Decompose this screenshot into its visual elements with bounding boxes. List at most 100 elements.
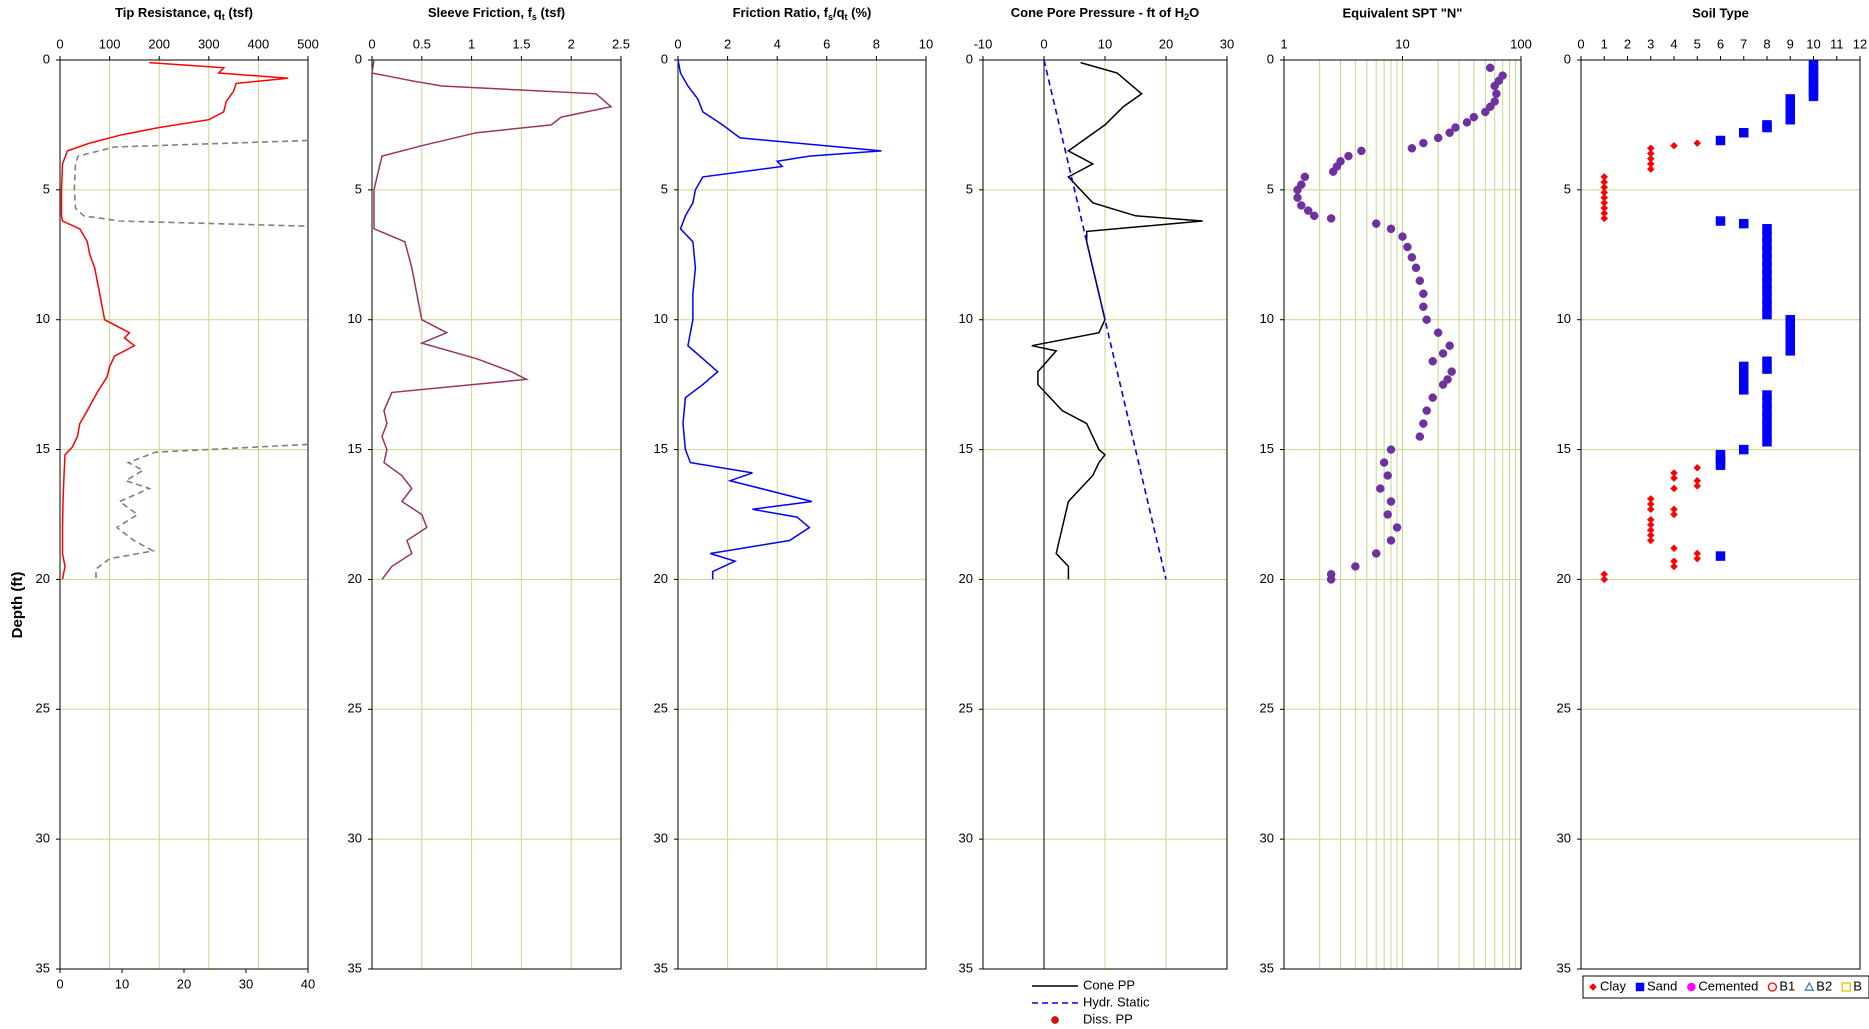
plot-frame xyxy=(371,59,622,970)
title-subscript: s xyxy=(532,12,537,22)
data-point xyxy=(1371,219,1381,228)
x2-tick-label: 10 xyxy=(115,976,129,991)
data-point xyxy=(1407,253,1417,262)
legend-label: B1 xyxy=(1779,978,1795,993)
data-point xyxy=(1433,133,1443,143)
data-point xyxy=(1293,185,1302,195)
data-point xyxy=(1371,549,1381,558)
y-tick-label: 25 xyxy=(1557,701,1571,716)
chart-title: Sleeve Friction, fs (tsf) xyxy=(428,5,565,22)
x-tick-label: 0 xyxy=(1040,36,1047,51)
data-point xyxy=(1715,216,1726,226)
x-tick-label: 100 xyxy=(1510,36,1532,51)
data-point xyxy=(1600,575,1609,584)
legend-marker xyxy=(1841,982,1851,992)
data-point xyxy=(1462,118,1472,127)
data-point xyxy=(1715,460,1726,470)
data-point xyxy=(1398,232,1407,241)
x2-tick-label: 40 xyxy=(301,976,315,991)
data-point xyxy=(1670,474,1678,482)
y-tick-label: 20 xyxy=(1260,571,1274,586)
y-tick-label: 5 xyxy=(661,181,668,196)
x-tick-label: 2 xyxy=(724,36,731,51)
y-tick-label: 0 xyxy=(43,51,50,66)
x2-tick-label: 20 xyxy=(177,976,191,991)
data-point xyxy=(1451,123,1460,132)
chart-title: Soil Type xyxy=(1692,5,1749,20)
chart-title: Equivalent SPT "N" xyxy=(1343,5,1463,20)
data-point xyxy=(1419,302,1428,311)
data-point xyxy=(1808,91,1819,102)
data-line xyxy=(677,59,882,580)
y-tick-label: 15 xyxy=(1260,441,1274,456)
y-tick-label: 5 xyxy=(43,181,50,196)
legend-label: Diss. PP xyxy=(1083,1011,1133,1026)
title-subscript: s xyxy=(828,12,833,22)
title-subscript: 2 xyxy=(1184,12,1189,22)
legend-marker xyxy=(1804,981,1815,991)
chart-title: Friction Ratio, fs/qt (%) xyxy=(733,5,872,22)
y-tick-label: 0 xyxy=(1564,51,1571,66)
data-line xyxy=(60,61,289,580)
x-tick-label: 2.5 xyxy=(612,36,630,51)
data-point xyxy=(1392,523,1402,532)
data-point xyxy=(1428,393,1437,402)
data-point xyxy=(1485,63,1495,73)
y-tick-label: 10 xyxy=(1557,311,1571,326)
x-tick-label: 400 xyxy=(248,36,270,51)
x-tick-label: 8 xyxy=(1763,36,1770,51)
data-point xyxy=(1490,81,1499,91)
y-tick-label: 15 xyxy=(654,441,668,456)
x-tick-label: 20 xyxy=(1159,36,1173,51)
y-tick-label: 30 xyxy=(348,831,362,846)
legend-label: Sand xyxy=(1647,978,1677,993)
data-point xyxy=(1762,364,1772,374)
y-tick-label: 35 xyxy=(654,960,668,975)
data-point xyxy=(1422,315,1431,324)
x2-tick-label: 30 xyxy=(239,976,253,991)
y-tick-label: 5 xyxy=(355,181,362,196)
y-tick-label: 5 xyxy=(1564,181,1571,196)
y-tick-label: 25 xyxy=(1260,701,1274,716)
data-point xyxy=(1646,536,1655,545)
data-point xyxy=(1492,89,1501,99)
data-point xyxy=(1293,193,1302,202)
data-point xyxy=(1383,471,1392,480)
title-part: (tsf) xyxy=(537,5,565,20)
x-tick-label: 6 xyxy=(1717,36,1724,51)
y-tick-label: 10 xyxy=(36,311,50,326)
y-tick-label: 15 xyxy=(36,441,50,456)
data-point xyxy=(1739,218,1749,229)
data-point xyxy=(1785,114,1795,125)
x-tick-label: 4 xyxy=(774,36,781,51)
x-tick-label: 0 xyxy=(56,36,63,51)
y-tick-label: 15 xyxy=(348,441,362,456)
x-tick-label: 10 xyxy=(1098,36,1112,51)
data-point xyxy=(1428,357,1437,366)
data-point xyxy=(1344,151,1353,161)
y-tick-label: 30 xyxy=(959,831,973,846)
x-tick-label: 0 xyxy=(674,36,681,51)
x-tick-label: 1 xyxy=(1280,36,1287,51)
y-tick-label: 35 xyxy=(959,960,973,975)
x-tick-label: 5 xyxy=(1694,36,1701,51)
y-tick-label: 0 xyxy=(661,51,668,66)
title-part: Friction Ratio, f xyxy=(733,5,829,20)
data-point xyxy=(1739,444,1749,455)
data-point xyxy=(1403,242,1412,252)
plot-frame xyxy=(59,59,309,970)
data-point xyxy=(1419,419,1428,428)
legend-marker xyxy=(1051,1016,1059,1024)
data-point xyxy=(1309,211,1319,221)
x-tick-label: 3 xyxy=(1647,36,1654,51)
y-tick-label: 5 xyxy=(966,181,973,196)
legend-label: B xyxy=(1853,978,1862,993)
x-tick-label: 1 xyxy=(468,36,475,51)
x-tick-label: 10 xyxy=(919,36,933,51)
y-tick-label: 10 xyxy=(1260,311,1274,326)
legend-label: B2 xyxy=(1816,978,1832,993)
y-tick-label: 15 xyxy=(1557,441,1571,456)
data-point xyxy=(1379,458,1389,467)
